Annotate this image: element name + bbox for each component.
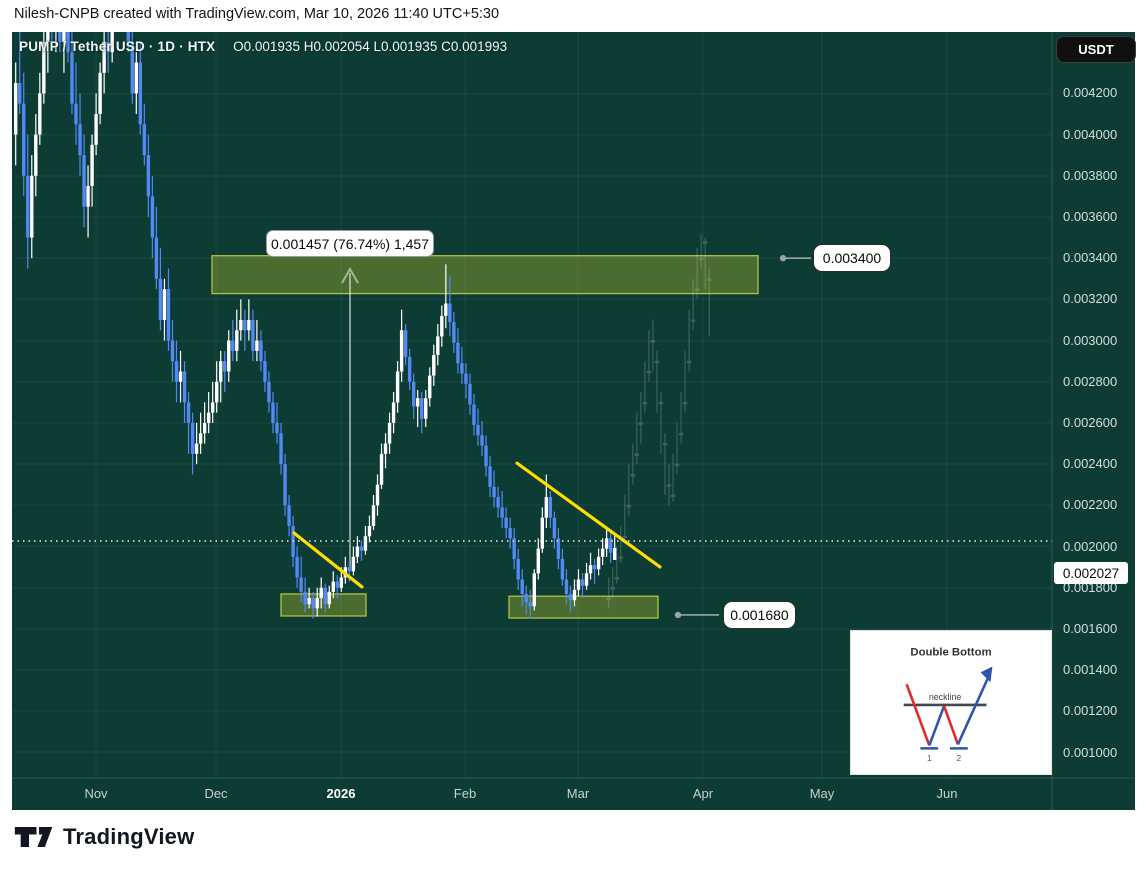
resistance-price-callout[interactable]: 0.003400 — [813, 244, 891, 272]
price-tick-label: 0.002400 — [1063, 456, 1118, 472]
time-tick-label: Apr — [692, 786, 714, 801]
attribution-text: Nilesh-CNPB created with TradingView.com… — [14, 6, 500, 22]
price-tick-label: 0.002200 — [1063, 497, 1118, 513]
tradingview-logo-icon — [14, 827, 53, 847]
price-tick-label: 0.003200 — [1063, 291, 1118, 307]
measure-arrow[interactable] — [341, 267, 359, 568]
double-bottom-pattern-inset[interactable]: Double Bottom neckline 1 2 — [850, 630, 1052, 775]
trendline-right[interactable] — [515, 461, 662, 569]
currency-toggle-button[interactable]: USDT — [1056, 36, 1136, 63]
candlestick-chart-canvas[interactable] — [12, 32, 1135, 810]
symbol-title[interactable]: PUMP / Tether USD · 1D · HTX — [19, 39, 216, 54]
measure-annotation-label[interactable]: 0.001457 (76.74%) 1,457 — [266, 230, 434, 257]
tradingview-branding[interactable]: TradingView — [14, 824, 194, 850]
price-tick-label: 0.002800 — [1063, 373, 1118, 389]
bottom-label-2: 2 — [957, 753, 962, 763]
time-tick-label: Nov — [84, 786, 108, 801]
time-tick-label: Feb — [453, 786, 477, 801]
price-tick-label: 0.003000 — [1063, 332, 1118, 348]
time-tick-label: Jun — [936, 786, 958, 801]
support-price-callout[interactable]: 0.001680 — [723, 601, 796, 629]
inset-decline-2 — [942, 705, 960, 745]
price-tick-label: 0.003400 — [1063, 250, 1118, 266]
bottom-label-1: 1 — [927, 753, 932, 763]
brand-name: TradingView — [63, 824, 195, 849]
chart-legend[interactable]: PUMP / Tether USD · 1D · HTX O0.001935 H… — [19, 39, 507, 54]
callout-connector — [674, 611, 719, 619]
price-tick-label: 0.002600 — [1063, 414, 1118, 430]
price-tick-label: 0.002000 — [1063, 538, 1118, 554]
current-price-label: 0.002027 — [1054, 562, 1128, 584]
price-tick-label: 0.004200 — [1063, 85, 1118, 101]
price-tick-label: 0.001200 — [1063, 703, 1118, 719]
price-tick-label: 0.001000 — [1063, 744, 1118, 760]
grid-lines — [12, 32, 1052, 778]
time-tick-label: May — [809, 786, 835, 801]
price-tick-label: 0.004000 — [1063, 126, 1118, 142]
ohlc-values: O0.001935 H0.002054 L0.001935 C0.001993 — [233, 39, 508, 54]
price-tick-label: 0.003600 — [1063, 208, 1118, 224]
resistance-zone[interactable] — [211, 255, 759, 295]
price-tick-label: 0.003800 — [1063, 167, 1118, 183]
time-tick-label: 2026 — [326, 786, 356, 801]
support-zone-right[interactable] — [508, 595, 659, 619]
price-tick-label: 0.001600 — [1063, 620, 1118, 636]
time-axis[interactable]: Nov Dec 2026 Feb Mar Apr May Jun — [12, 778, 1135, 810]
inset-breakout-arrow — [956, 671, 992, 745]
projection-ghost-bars[interactable] — [606, 233, 712, 609]
inset-rally-1 — [928, 705, 946, 746]
trendline-left[interactable] — [292, 531, 364, 589]
neckline-label: neckline — [929, 692, 962, 702]
price-tick-label: 0.001400 — [1063, 662, 1118, 678]
inset-arrowhead — [980, 666, 993, 683]
price-axis[interactable]: 0.002027 0.004200 0.004000 0.003800 0.00360… — [1052, 32, 1135, 778]
support-zone-left[interactable] — [280, 593, 367, 617]
time-tick-label: Dec — [204, 786, 228, 801]
inset-title: Double Bottom — [910, 647, 991, 659]
inset-decline-1 — [905, 683, 931, 746]
time-tick-label: Mar — [566, 786, 590, 801]
callout-connector — [779, 254, 811, 262]
